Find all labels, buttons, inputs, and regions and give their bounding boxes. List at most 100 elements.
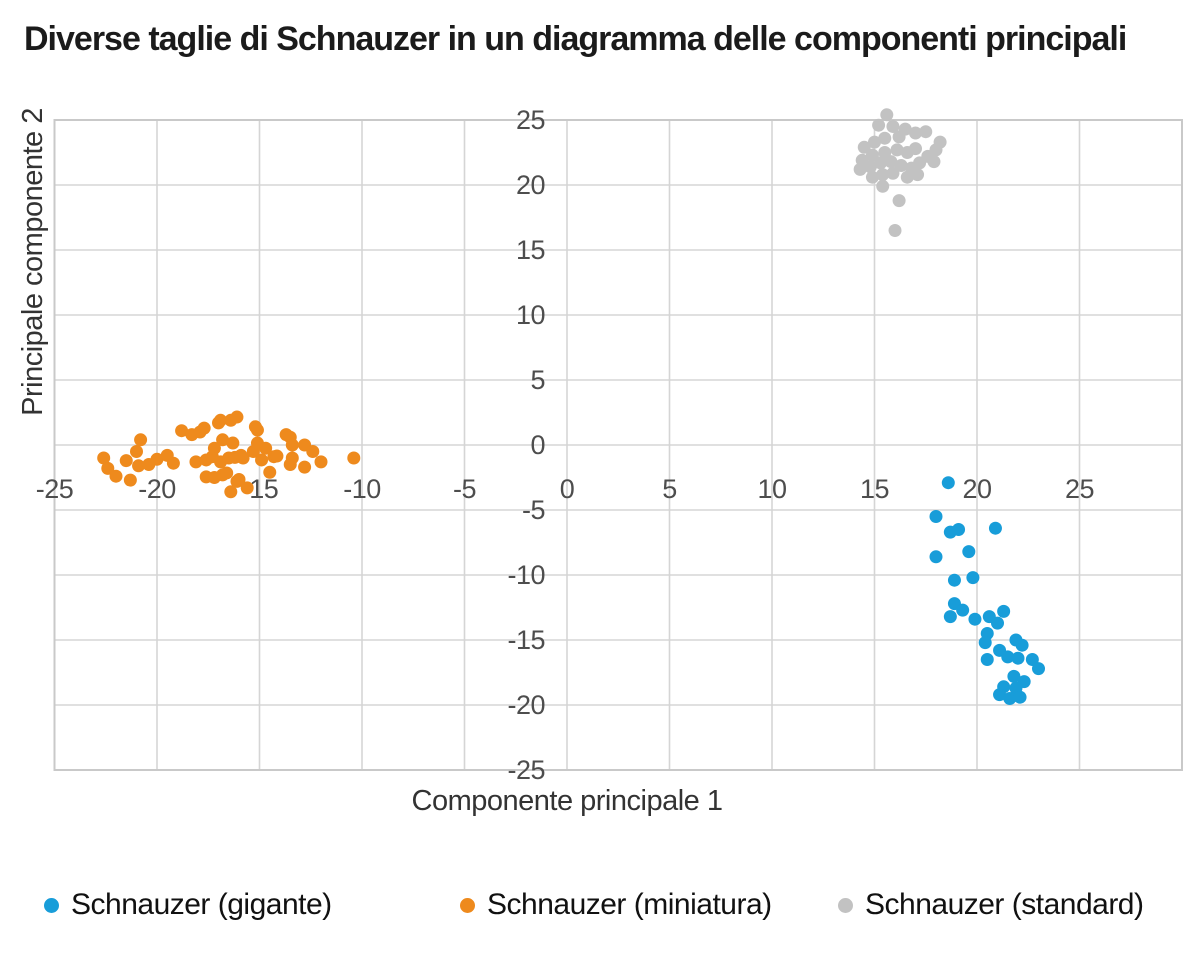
legend-item-2: Schnauzer (miniatura) bbox=[460, 882, 772, 928]
data-point bbox=[980, 653, 994, 666]
data-point bbox=[857, 140, 871, 154]
x-axis-title: Componente principale 1 bbox=[412, 785, 723, 817]
x-tick-label: 5 bbox=[662, 474, 677, 504]
data-point bbox=[130, 445, 143, 458]
data-point bbox=[285, 438, 299, 452]
y-tick-label: -25 bbox=[507, 755, 545, 785]
data-point bbox=[197, 421, 211, 435]
data-point bbox=[150, 452, 164, 466]
legend-dot-icon bbox=[838, 897, 853, 913]
data-point bbox=[880, 108, 894, 122]
data-point bbox=[132, 459, 146, 473]
data-point bbox=[134, 433, 148, 447]
data-point bbox=[941, 476, 955, 490]
data-point bbox=[1032, 662, 1045, 676]
data-point bbox=[240, 481, 254, 495]
data-point bbox=[888, 224, 902, 237]
data-point bbox=[119, 454, 133, 468]
x-tick-label: 20 bbox=[962, 474, 991, 504]
data-point bbox=[259, 441, 273, 455]
data-point bbox=[886, 166, 900, 180]
plot-border bbox=[53, 119, 1183, 771]
y-tick-label: 0 bbox=[530, 430, 545, 460]
legend-label: Schnauzer (miniatura) bbox=[487, 888, 772, 921]
legend-item-1: Schnauzer (gigante) bbox=[44, 882, 332, 928]
data-point bbox=[943, 610, 957, 624]
y-tick-label: 20 bbox=[516, 170, 545, 200]
data-point bbox=[189, 455, 203, 469]
data-point bbox=[224, 485, 238, 499]
data-point bbox=[927, 155, 941, 169]
page-title: Diverse taglie di Schnauzer in un diagra… bbox=[24, 20, 1127, 58]
chart-legend: Schnauzer (gigante) Schnauzer (miniatura)… bbox=[0, 882, 1200, 928]
data-point bbox=[101, 461, 115, 475]
data-point bbox=[220, 466, 234, 480]
y-tick-label: -15 bbox=[507, 625, 545, 655]
data-point bbox=[853, 162, 867, 176]
x-tick-label: -5 bbox=[453, 474, 476, 504]
x-tick-label: 25 bbox=[1065, 474, 1094, 504]
data-point bbox=[991, 616, 1004, 630]
data-point bbox=[874, 156, 888, 170]
y-tick-label: 5 bbox=[530, 365, 545, 395]
data-point bbox=[109, 469, 123, 483]
data-point bbox=[993, 688, 1007, 702]
data-point bbox=[929, 550, 943, 564]
data-point bbox=[876, 179, 890, 193]
legend-label: Schnauzer (standard) bbox=[865, 888, 1144, 921]
data-point bbox=[865, 148, 879, 162]
y-tick-label: 10 bbox=[516, 300, 545, 330]
data-point bbox=[952, 523, 966, 536]
data-point bbox=[865, 170, 879, 184]
data-point bbox=[250, 423, 264, 437]
data-point bbox=[232, 472, 246, 486]
x-tick-label: 10 bbox=[757, 474, 786, 504]
data-point bbox=[876, 168, 890, 182]
data-point bbox=[909, 126, 922, 140]
scatter-plot: -25 -20 -15 -10 -5 0 5 10 15 20 25 25 20 15 10 5 0 -5 -10 -… bbox=[17, 105, 1183, 817]
legend-item-3: Schnauzer (standard) bbox=[838, 882, 1144, 928]
data-point bbox=[1013, 690, 1027, 704]
data-point bbox=[997, 604, 1011, 618]
data-point bbox=[919, 125, 933, 139]
data-point bbox=[886, 120, 900, 133]
data-point bbox=[900, 170, 914, 184]
data-point bbox=[878, 131, 892, 145]
data-point bbox=[929, 510, 943, 523]
data-point bbox=[236, 451, 250, 465]
x-tick-label: -20 bbox=[138, 474, 176, 504]
data-point bbox=[872, 118, 886, 132]
data-point bbox=[230, 410, 244, 424]
data-point bbox=[868, 135, 881, 149]
legend-dot-icon bbox=[460, 897, 475, 913]
data-point bbox=[962, 545, 976, 559]
data-point bbox=[1003, 692, 1017, 705]
series-3-points bbox=[853, 108, 947, 237]
data-point bbox=[892, 130, 906, 144]
data-point bbox=[884, 155, 898, 169]
data-point bbox=[1015, 638, 1029, 652]
data-point bbox=[1001, 650, 1015, 664]
data-point bbox=[1007, 669, 1021, 683]
data-point bbox=[216, 433, 230, 447]
data-point bbox=[988, 521, 1002, 535]
data-point bbox=[956, 603, 970, 617]
series-1-points bbox=[929, 476, 1045, 705]
gridlines bbox=[54, 120, 1182, 770]
data-point bbox=[298, 460, 312, 474]
y-tick-label: 25 bbox=[516, 105, 545, 135]
y-tick-label: 15 bbox=[516, 235, 545, 265]
y-axis-tick-labels: 25 20 15 10 5 0 -5 -10 -15 -20 -25 bbox=[507, 105, 545, 785]
data-point bbox=[890, 143, 904, 157]
data-point bbox=[978, 636, 992, 650]
data-point bbox=[270, 449, 284, 463]
data-point bbox=[947, 573, 961, 587]
x-tick-label: 0 bbox=[560, 474, 575, 504]
data-point bbox=[97, 451, 111, 465]
x-tick-label: -25 bbox=[36, 474, 74, 504]
data-point bbox=[878, 146, 892, 159]
data-point bbox=[1011, 651, 1025, 665]
data-point bbox=[894, 159, 908, 172]
x-axis-tick-labels: -25 -20 -15 -10 -5 0 5 10 15 20 25 bbox=[36, 474, 1095, 504]
data-point bbox=[1025, 653, 1039, 666]
